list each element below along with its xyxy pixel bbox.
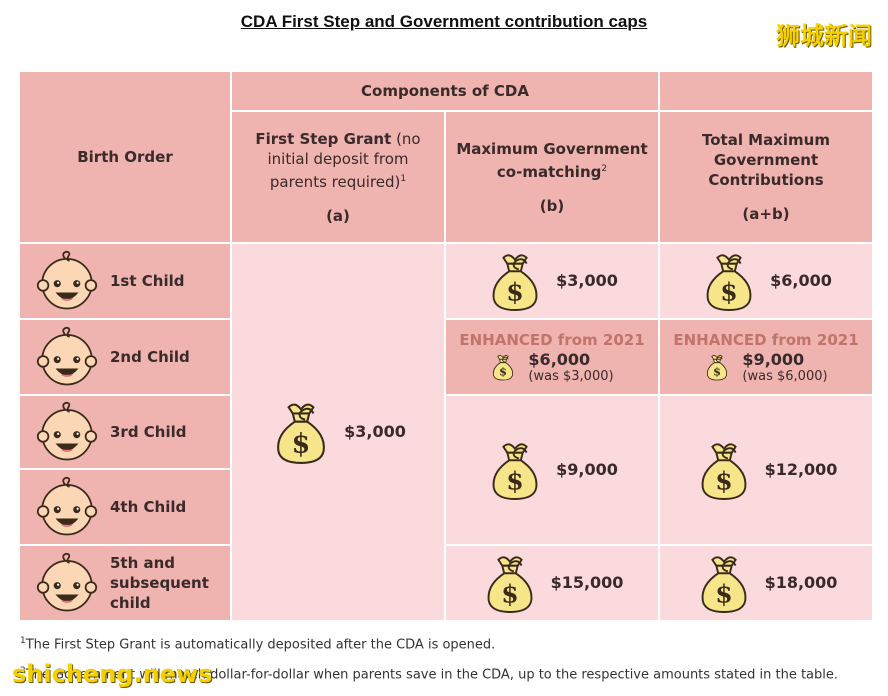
total-5th: $18,000 — [660, 546, 872, 620]
matching-2nd: ENHANCED from 2021 $6,000 (was $3,000) — [446, 320, 658, 394]
baby-icon — [34, 401, 100, 463]
col-c-header: Total Maximum Government Contributions (… — [660, 112, 872, 242]
money-bag-icon — [695, 439, 753, 501]
money-bag-icon — [481, 552, 539, 614]
matching-5th: $15,000 — [446, 546, 658, 620]
row-2nd-child: 2nd Child — [20, 320, 230, 394]
first-step-grant-cell: $3,000 — [232, 244, 444, 620]
row-4th-child: 4th Child — [20, 470, 230, 544]
baby-icon — [34, 552, 100, 614]
watermark-top: 狮城新闻 — [776, 22, 872, 50]
components-header-right — [660, 72, 872, 110]
page-title: CDA First Step and Government contributi… — [240, 12, 648, 31]
row-1st-child: 1st Child — [20, 244, 230, 318]
baby-icon — [34, 476, 100, 538]
components-header: Components of CDA — [232, 72, 658, 110]
total-2nd: ENHANCED from 2021 $9,000 (was $6,000) — [660, 320, 872, 394]
col-b-header: Maximum Government co-matching2 (b) — [446, 112, 658, 242]
footnote-1: 1The First Step Grant is automatically d… — [20, 636, 496, 653]
total-1st: $6,000 — [660, 244, 872, 318]
baby-icon — [34, 326, 100, 388]
matching-1st: $3,000 — [446, 244, 658, 318]
watermark-bottom: shicheng.news — [12, 660, 213, 688]
total-3rd-4th: $12,000 — [660, 396, 872, 544]
baby-icon — [34, 250, 100, 312]
money-bag-icon — [695, 552, 753, 614]
footnote-2: 2The Government will match dollar-for-do… — [20, 666, 839, 683]
matching-3rd-4th: $9,000 — [446, 396, 658, 544]
money-bag-icon — [270, 399, 332, 465]
birth-order-header: Birth Order — [20, 72, 230, 242]
money-bag-icon — [700, 250, 758, 312]
row-3rd-child: 3rd Child — [20, 396, 230, 468]
row-5th-child: 5th and subsequent child — [20, 546, 230, 620]
money-bag-icon — [486, 439, 544, 501]
money-bag-icon — [490, 353, 516, 381]
money-bag-icon — [486, 250, 544, 312]
col-a-header: First Step Grant (no initial deposit fro… — [232, 112, 444, 242]
money-bag-icon — [704, 353, 730, 381]
